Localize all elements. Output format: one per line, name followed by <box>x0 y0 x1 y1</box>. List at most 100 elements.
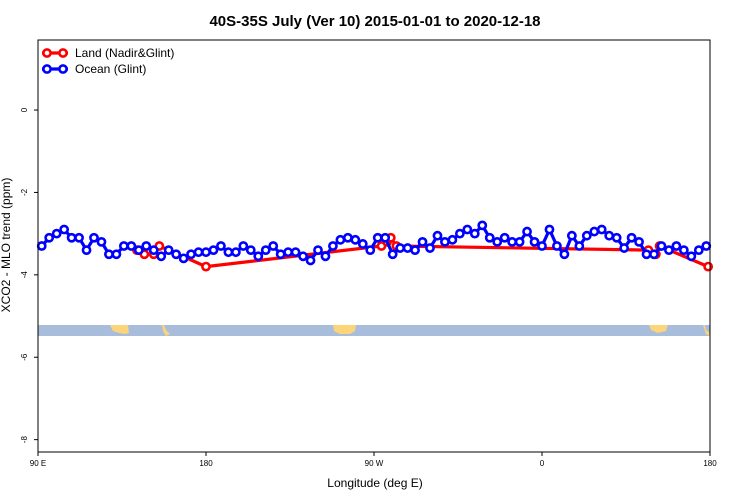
data-point <box>678 245 689 256</box>
landmass-shape <box>333 325 356 334</box>
data-point <box>156 251 167 262</box>
continent-strip <box>38 325 710 336</box>
data-point <box>357 239 368 249</box>
data-point <box>59 224 70 235</box>
data-point <box>372 232 383 243</box>
data-point <box>589 226 600 237</box>
data-point <box>208 245 219 256</box>
data-point <box>432 230 443 241</box>
data-point <box>148 245 159 256</box>
data-point <box>581 230 592 241</box>
data-point <box>380 232 391 243</box>
data-point <box>141 241 152 251</box>
data-point <box>641 249 652 260</box>
data-point <box>275 249 286 260</box>
data-point <box>656 241 667 251</box>
data-point <box>66 232 77 243</box>
legend-label: Ocean (Glint) <box>75 62 146 76</box>
data-point <box>51 228 62 239</box>
data-point <box>425 243 435 253</box>
data-point <box>703 261 714 272</box>
data-point <box>507 236 518 247</box>
legend-marker <box>58 64 68 74</box>
data-point <box>268 241 279 251</box>
y-tick-label: -4 <box>20 271 29 279</box>
data-point <box>559 249 570 260</box>
data-point <box>454 228 465 239</box>
data-point <box>499 232 510 243</box>
data-point <box>522 226 532 237</box>
data-point <box>477 220 488 231</box>
data-point <box>529 236 540 247</box>
data-point <box>387 249 398 260</box>
series-layer <box>36 220 714 272</box>
data-point <box>537 241 547 251</box>
data-point <box>81 245 92 256</box>
data-point <box>611 232 622 243</box>
data-point <box>365 245 376 256</box>
y-tick-label: -2 <box>20 188 29 196</box>
data-point <box>649 249 659 260</box>
axis-ticks: 90 E 180 90 W 0 180 0 -2 -4 -6 -8 <box>20 107 717 468</box>
data-point <box>238 241 249 251</box>
x-tick-label: 0 <box>540 459 545 468</box>
data-point <box>313 245 323 256</box>
x-tick-label: 90 E <box>30 459 46 468</box>
data-point <box>402 243 413 253</box>
data-point <box>111 249 122 260</box>
data-point <box>96 236 107 247</box>
data-point <box>328 241 338 251</box>
legend: Land (Nadir&Glint) Ocean (Glint) <box>42 46 174 76</box>
x-axis-label: Longitude (deg E) <box>327 476 422 490</box>
data-point <box>223 247 234 258</box>
y-tick-label: -8 <box>20 436 29 444</box>
data-point <box>335 234 346 245</box>
data-point <box>395 243 406 253</box>
landmass-shape <box>649 325 668 333</box>
x-tick-label: 90 W <box>365 459 384 468</box>
data-point <box>350 234 361 245</box>
data-point <box>283 247 294 258</box>
data-point <box>596 224 607 235</box>
data-point <box>342 232 353 243</box>
data-point <box>626 232 637 243</box>
data-point <box>492 236 503 247</box>
data-point <box>701 241 712 251</box>
data-point <box>290 247 301 258</box>
data-point <box>186 249 196 260</box>
data-point <box>245 245 256 256</box>
data-point <box>462 224 473 235</box>
data-point <box>298 251 308 262</box>
data-point <box>514 236 525 247</box>
data-point <box>671 241 682 251</box>
data-point <box>410 245 420 256</box>
data-point <box>44 232 55 243</box>
data-point <box>126 241 137 251</box>
data-point <box>552 241 562 251</box>
plot-frame <box>37 39 711 453</box>
y-tick-label: -6 <box>20 353 29 361</box>
data-point <box>118 241 129 251</box>
chart-title: 40S-35S July (Ver 10) 2015-01-01 to 2020… <box>209 13 540 30</box>
data-point <box>664 245 674 256</box>
x-tick-label: 180 <box>703 459 717 468</box>
data-point <box>260 245 271 256</box>
data-point <box>566 230 577 241</box>
landmass-shape <box>162 325 170 336</box>
legend-label: Land (Nadir&Glint) <box>75 46 174 60</box>
data-point <box>693 245 704 256</box>
data-point <box>604 230 615 241</box>
data-point <box>320 251 331 262</box>
data-point <box>171 249 182 260</box>
data-point <box>163 245 174 256</box>
landmass-shape <box>703 325 710 336</box>
legend-marker <box>42 64 52 74</box>
ocean-band <box>38 325 710 336</box>
data-point <box>178 253 189 264</box>
data-point <box>89 232 99 243</box>
data-point <box>417 236 428 247</box>
data-point <box>440 236 450 247</box>
data-point <box>469 228 480 239</box>
data-point <box>230 247 241 258</box>
